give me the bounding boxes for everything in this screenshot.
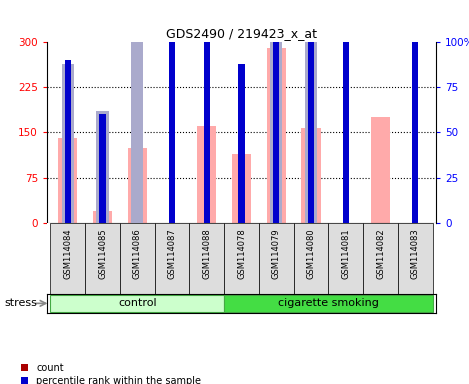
Bar (169, 0, 175, 223)
Bar (99, 114, 106, 223)
Bar (412, 132, 418, 223)
Text: GSM114080: GSM114080 (307, 228, 316, 279)
Bar (371, 118, 390, 223)
FancyBboxPatch shape (224, 223, 259, 294)
Text: GSM114078: GSM114078 (237, 228, 246, 279)
Bar (302, 128, 321, 223)
Bar (204, 84, 210, 223)
Bar (273, 0, 280, 223)
Legend: count, percentile rank within the sample, value, Detection Call = ABSENT, rank, : count, percentile rank within the sample… (21, 363, 201, 384)
Bar (343, 128, 349, 223)
Text: GSM114087: GSM114087 (167, 228, 176, 279)
Text: GSM114085: GSM114085 (98, 228, 107, 279)
Bar (169, 121, 175, 223)
Bar (204, 0, 210, 223)
Bar (305, 0, 317, 223)
FancyBboxPatch shape (259, 223, 294, 294)
FancyBboxPatch shape (120, 223, 155, 294)
Text: GSM114082: GSM114082 (376, 228, 385, 279)
Text: GSM114081: GSM114081 (341, 228, 350, 279)
FancyBboxPatch shape (189, 223, 224, 294)
FancyBboxPatch shape (398, 223, 433, 294)
Bar (232, 154, 251, 223)
FancyBboxPatch shape (294, 223, 328, 294)
Bar (197, 126, 216, 223)
Bar (308, 0, 314, 223)
Bar (131, 0, 144, 223)
Text: GSM114079: GSM114079 (272, 228, 281, 279)
Bar (343, 0, 349, 223)
Bar (97, 111, 109, 223)
Text: GSM114088: GSM114088 (202, 228, 211, 279)
Text: GSM114084: GSM114084 (63, 228, 72, 279)
Bar (58, 139, 77, 223)
Text: stress: stress (5, 298, 38, 308)
Text: control: control (118, 298, 157, 308)
Title: GDS2490 / 219423_x_at: GDS2490 / 219423_x_at (166, 26, 317, 40)
FancyBboxPatch shape (50, 223, 85, 294)
Bar (99, 211, 106, 223)
Bar (238, 64, 245, 223)
Text: GSM114086: GSM114086 (133, 228, 142, 279)
Text: cigarette smoking: cigarette smoking (278, 298, 379, 308)
Text: GSM114083: GSM114083 (411, 228, 420, 279)
FancyBboxPatch shape (50, 295, 224, 312)
FancyBboxPatch shape (155, 223, 189, 294)
Bar (412, 0, 418, 223)
FancyBboxPatch shape (85, 223, 120, 294)
Bar (65, 60, 71, 223)
FancyBboxPatch shape (224, 295, 433, 312)
Bar (270, 0, 282, 223)
Bar (267, 48, 286, 223)
FancyBboxPatch shape (328, 223, 363, 294)
Bar (61, 64, 74, 223)
FancyBboxPatch shape (363, 223, 398, 294)
Bar (128, 147, 147, 223)
Bar (93, 211, 112, 223)
